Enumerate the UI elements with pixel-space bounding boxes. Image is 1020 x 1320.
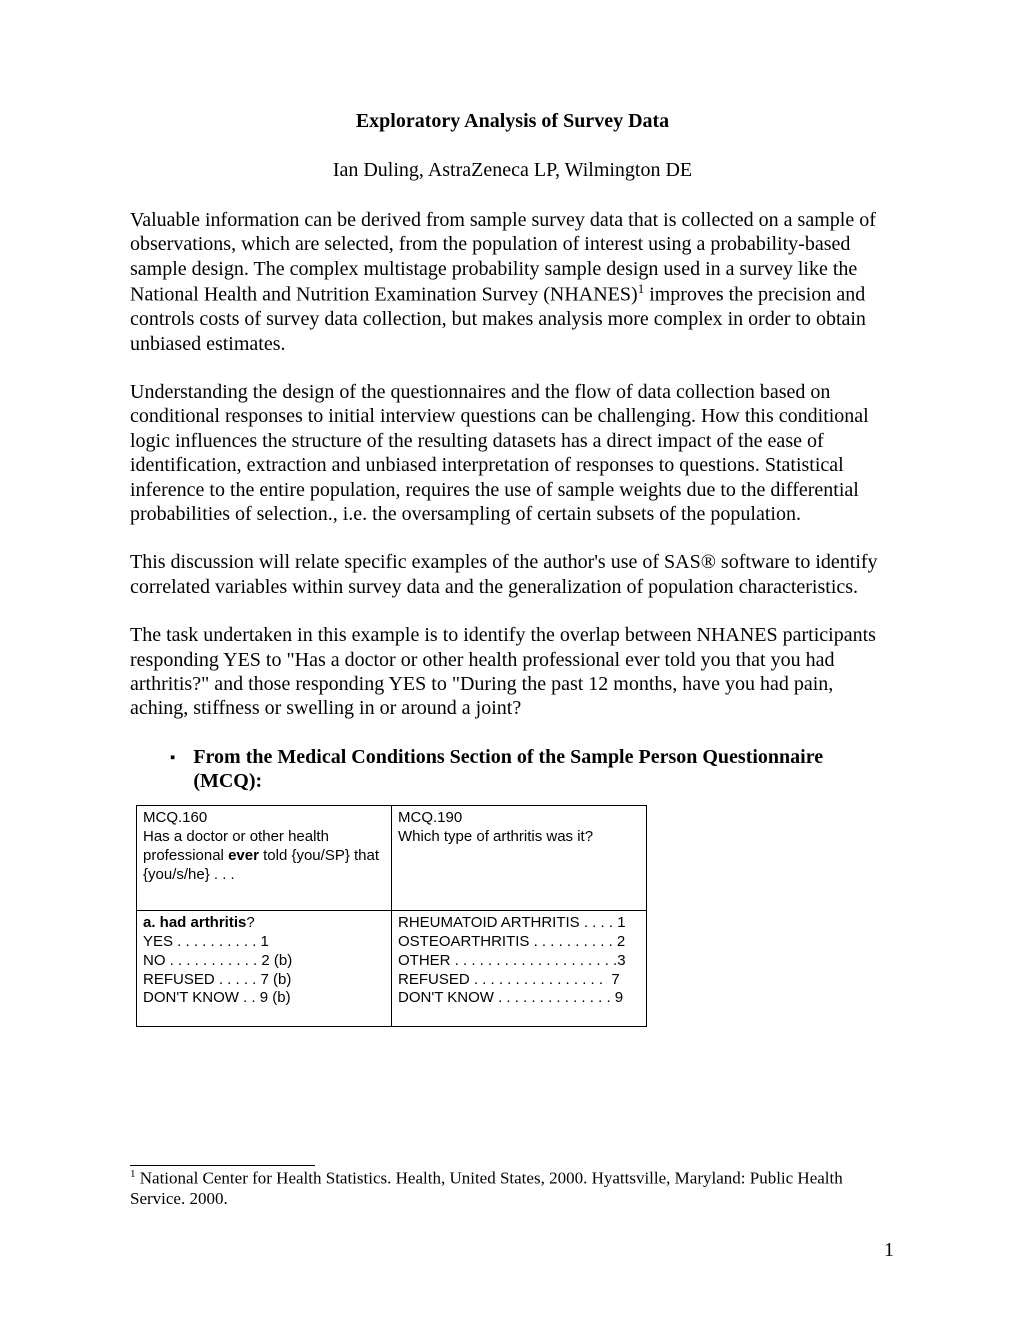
paragraph-2: Understanding the design of the question…: [130, 380, 895, 526]
section-title: From the Medical Conditions Section of t…: [193, 745, 895, 794]
cell-bold: a. had arthritis: [143, 914, 246, 931]
cell-mcq160-answers: a. had arthritis? YES . . . . . . . . . …: [137, 911, 392, 1027]
cell-mcq190-answers: RHEUMATOID ARTHRITIS . . . . 1 OSTEOARTH…: [392, 911, 647, 1027]
paragraph-3: This discussion will relate specific exa…: [130, 550, 895, 599]
document-author: Ian Duling, AstraZeneca LP, Wilmington D…: [130, 159, 895, 182]
cell-mcq190-header: MCQ.190 Which type of arthritis was it?: [392, 806, 647, 911]
table-row: MCQ.160 Has a doctor or other health pro…: [137, 806, 647, 911]
bullet-icon: ▪: [170, 750, 175, 767]
paragraph-1: Valuable information can be derived from…: [130, 208, 895, 356]
paragraph-4: The task undertaken in this example is t…: [130, 623, 895, 721]
footnote-rule: [130, 1165, 315, 1166]
cell-bold: ever: [228, 847, 259, 864]
questionnaire-table: MCQ.160 Has a doctor or other health pro…: [136, 805, 647, 1027]
cell-answers: RHEUMATOID ARTHRITIS . . . . 1 OSTEOARTH…: [398, 914, 626, 1006]
section-header: ▪ From the Medical Conditions Section of…: [170, 745, 895, 794]
cell-answers: YES . . . . . . . . . . 1 NO . . . . . .…: [143, 933, 292, 1006]
cell-text: Which type of arthritis was it?: [398, 828, 593, 845]
footnote-text: National Center for Health Statistics. H…: [130, 1169, 843, 1208]
page-number: 1: [884, 1239, 894, 1262]
footnote-1: 1 National Center for Health Statistics.…: [130, 1168, 895, 1209]
document-title: Exploratory Analysis of Survey Data: [130, 110, 895, 133]
cell-text: ?: [246, 914, 254, 931]
cell-text: MCQ.190: [398, 809, 462, 826]
table-row: a. had arthritis? YES . . . . . . . . . …: [137, 911, 647, 1027]
cell-text: MCQ.160: [143, 809, 207, 826]
cell-mcq160-header: MCQ.160 Has a doctor or other health pro…: [137, 806, 392, 911]
